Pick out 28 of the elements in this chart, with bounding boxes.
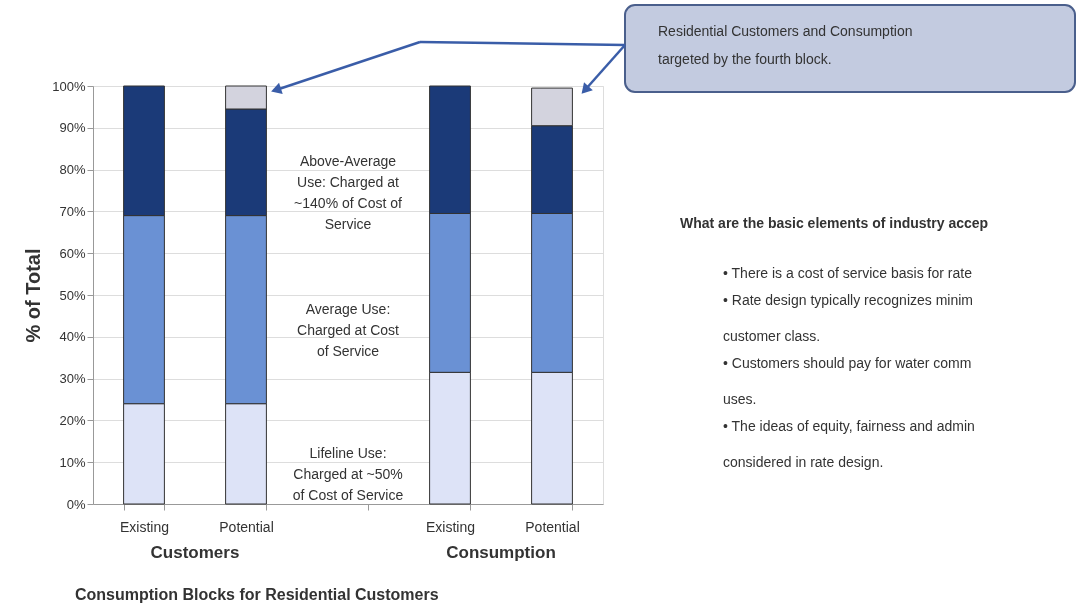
x-tick-label: Existing (119, 518, 170, 535)
text: Consumption (446, 543, 556, 562)
y-tick-label: 0% (66, 496, 86, 512)
text: What are the basic elements of industry accep (680, 215, 989, 231)
y-tick-label: 80% (59, 162, 86, 178)
y-tick-label: 60% (59, 245, 86, 261)
x-tick-label: Potential (219, 518, 274, 535)
text: • Rate design typically recognizes minim customer class. (723, 292, 974, 344)
y-tick-label: 20% (59, 412, 86, 428)
y-tick-label: 90% (59, 120, 86, 136)
text: • Customers should pay for water comm uses. (723, 355, 972, 407)
x-tick-label: Potential (525, 518, 580, 535)
text: • There is a cost of service basis for rate (723, 265, 973, 281)
x-tick-label: Existing (425, 518, 476, 535)
text: Residential Customers and Consumption targeted by the fourth block. (658, 23, 913, 67)
text: • The ideas of equity, fairness and admin considered in rate design. (723, 418, 975, 470)
y-tick-label: 40% (59, 329, 86, 345)
y-tick-label: 100% (52, 78, 86, 94)
y-tick-label: 30% (59, 371, 86, 387)
x-axis-title: Consumption Blocks for Residential Customers (75, 586, 439, 603)
y-tick-label: 70% (59, 203, 86, 219)
y-tick-label: 50% (59, 287, 86, 303)
y-axis-title: % of Total (22, 248, 45, 343)
series-label: Lifeline Use: Charged at ~50% of Cost of Service (292, 444, 404, 503)
text: Customers (150, 543, 240, 562)
y-tick-label: 10% (59, 454, 86, 470)
series-label: Above-Average Use: Charged at ~140% of Cost of Service (294, 153, 402, 233)
text: Average Use: Charged at Cost of Service (297, 300, 400, 359)
